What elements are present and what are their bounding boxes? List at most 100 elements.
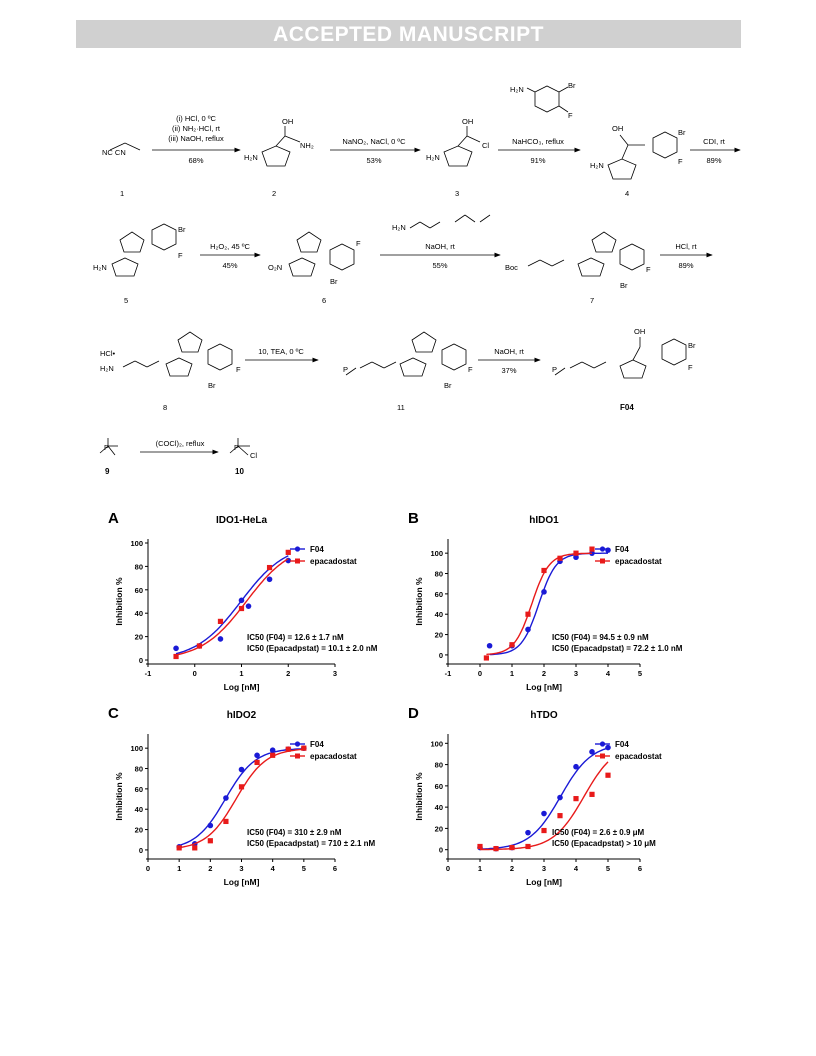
y-tick-label: 80	[435, 761, 443, 770]
legend-marker	[295, 753, 300, 759]
y-tick-label: 40	[135, 609, 143, 618]
data-point	[525, 843, 531, 850]
y-axis-label: Inhibition %	[114, 577, 124, 626]
ic50-annotation: IC50 (Epacadpstat) > 10 μM	[552, 839, 656, 848]
ic50-annotation: IC50 (F04) = 2.6 ± 0.9 μM	[552, 828, 645, 837]
x-tick-label: 0	[446, 864, 450, 873]
series-fit-curve	[479, 761, 609, 851]
atom-br-5: Br	[178, 225, 186, 234]
y-axis-label: Inhibition %	[414, 577, 424, 626]
data-point	[589, 791, 595, 797]
x-tick-label: 6	[638, 864, 642, 873]
data-point	[525, 626, 531, 633]
data-point	[176, 845, 182, 851]
label-f04: F04	[620, 403, 634, 412]
data-point	[223, 818, 229, 825]
legend-marker	[599, 546, 606, 552]
atom-h2n-reagent: H₂N	[510, 85, 524, 94]
step8-cond: 10, TEA, 0 ºC	[258, 347, 304, 356]
step6-cond: NaOH, rt	[425, 242, 456, 251]
atom-br-11: Br	[444, 381, 452, 390]
step3-cond: NaHCO₃, reflux	[512, 137, 564, 146]
legend-label: epacadostat	[310, 557, 357, 566]
x-tick-label: 6	[333, 864, 337, 873]
label-7: 7	[590, 296, 594, 305]
atom-hcl-8: HCl•	[100, 349, 115, 358]
step2-cond: NaNO₂, NaCl, 0 ºC	[342, 137, 406, 146]
step6-yield: 55%	[432, 261, 447, 270]
data-point	[196, 643, 203, 649]
atom-h2n-3: H₂N	[426, 153, 440, 162]
data-point	[192, 845, 198, 851]
y-tick-label: 60	[135, 586, 143, 595]
legend-marker	[294, 741, 301, 747]
y-tick-label: 0	[139, 846, 143, 855]
y-tick-label: 20	[435, 631, 443, 640]
atom-oh: OH	[282, 117, 293, 126]
x-tick-label: 0	[478, 669, 482, 678]
atom-f-f04: F	[688, 363, 693, 372]
ic50-annotation: IC50 (F04) = 310 ± 2.9 nM	[247, 828, 342, 837]
atom-boc: Boc	[505, 263, 518, 272]
x-tick-label: 4	[574, 864, 579, 873]
y-tick-label: 80	[135, 562, 143, 571]
chart-title: hTDO	[530, 710, 557, 721]
x-tick-label: 2	[510, 864, 514, 873]
data-point	[541, 567, 547, 574]
y-tick-label: 20	[135, 633, 143, 642]
data-point	[266, 564, 273, 571]
step2-yield: 53%	[366, 156, 381, 165]
y-tick-label: 80	[135, 765, 143, 774]
x-tick-label: 5	[302, 864, 306, 873]
data-point	[573, 554, 579, 561]
y-tick-label: 100	[430, 739, 443, 748]
atom-cl-10: Cl	[250, 451, 257, 460]
data-point	[173, 653, 179, 660]
atom-h2n-boc: H₂N	[392, 223, 406, 232]
atom-br-7: Br	[620, 281, 628, 290]
series-fit-curve	[179, 748, 304, 849]
atom-br-8: Br	[208, 381, 216, 390]
x-tick-label: 2	[208, 864, 212, 873]
atom-br-reagent: Br	[568, 81, 576, 90]
atom-h2n-5: H₂N	[93, 263, 107, 272]
data-point	[207, 822, 214, 829]
step4-cond: CDI, rt	[703, 137, 726, 146]
x-tick-label: 1	[510, 669, 514, 678]
x-tick-label: 2	[286, 669, 290, 678]
label-4: 4	[625, 189, 629, 198]
atom-cl: Cl	[482, 141, 489, 150]
label-10: 10	[235, 467, 244, 476]
legend-marker	[600, 558, 605, 564]
data-point	[266, 576, 273, 583]
y-tick-label: 80	[435, 570, 443, 579]
data-point	[254, 759, 260, 766]
data-point	[509, 642, 515, 648]
chart-title: hIDO2	[227, 710, 257, 721]
data-point	[238, 766, 245, 773]
y-tick-label: 40	[435, 610, 443, 619]
step9-yield: 37%	[501, 366, 516, 375]
data-point	[605, 772, 611, 778]
atom-oh-4: OH	[612, 124, 623, 133]
step7-cond: HCl, rt	[675, 242, 697, 251]
atom-f-reagent: F	[568, 111, 573, 120]
data-point	[525, 829, 531, 836]
x-axis-label: Log [nM]	[224, 682, 260, 692]
legend-label: F04	[310, 740, 324, 749]
step1-cond2: (ii) NH₂·HCl, rt	[172, 124, 221, 133]
legend-marker	[600, 753, 605, 759]
data-point	[605, 547, 611, 553]
y-tick-label: 40	[435, 803, 443, 812]
data-point	[541, 810, 547, 817]
data-point	[525, 611, 531, 617]
x-tick-label: 1	[478, 864, 482, 873]
atom-p-f04: P	[552, 365, 557, 374]
data-point	[483, 655, 489, 661]
atom-f-4: F	[678, 157, 683, 166]
panel-letter: B	[408, 510, 419, 527]
label-2: 2	[272, 189, 276, 198]
atom-o2n-6: O₂N	[268, 263, 282, 272]
x-tick-label: -1	[445, 669, 452, 678]
